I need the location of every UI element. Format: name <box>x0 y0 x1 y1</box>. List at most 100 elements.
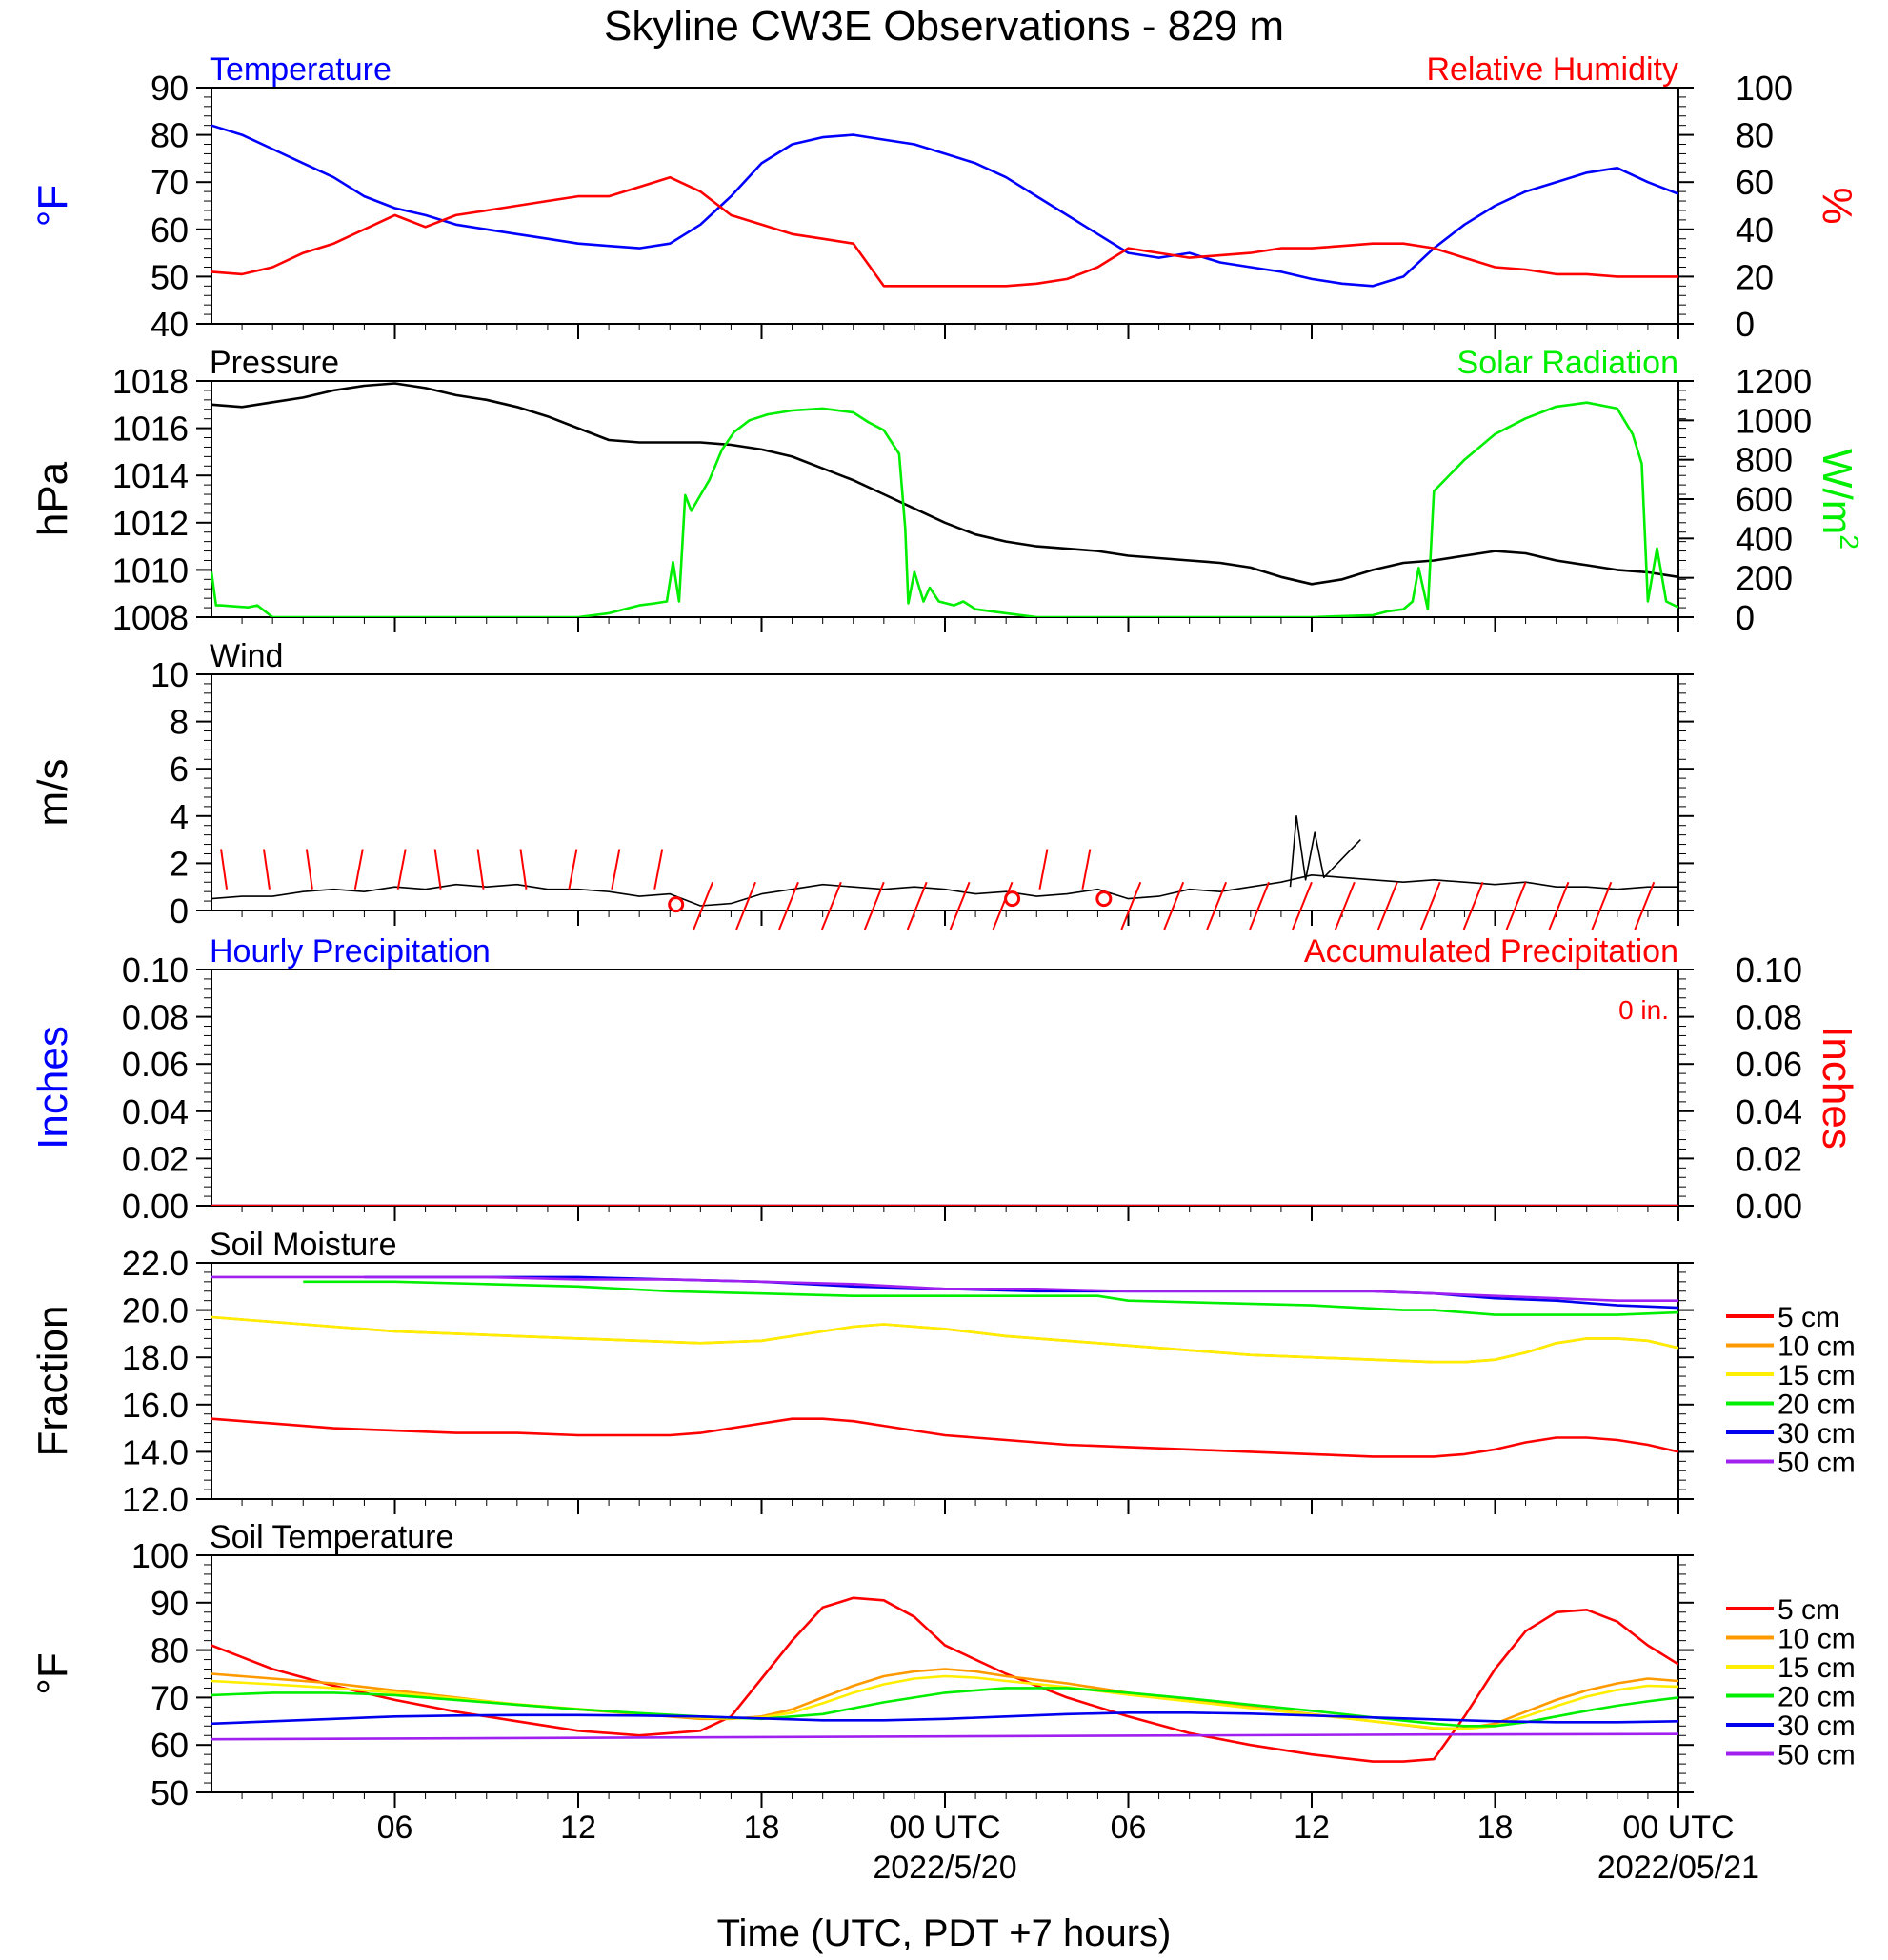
y-tick-label: 1010 <box>112 550 189 590</box>
series-line-0 <box>211 124 1678 288</box>
y-tick-label: 0.02 <box>122 1139 189 1178</box>
wind-barb <box>1419 881 1441 930</box>
y-tick-label: 70 <box>151 1678 189 1717</box>
wind-barb <box>992 881 1014 930</box>
y2-axis-label: Inches <box>1814 1026 1860 1150</box>
wind-barb <box>735 881 756 930</box>
series-line-5 <box>211 1732 1678 1741</box>
time-tick-label: 18 <box>744 1810 780 1846</box>
y-tick-label: 0 <box>170 891 189 930</box>
x-axis-label: Time (UTC, PDT +7 hours) <box>717 1912 1172 1954</box>
wind-barb <box>1334 881 1356 930</box>
y-tick-label: 20.0 <box>122 1291 189 1330</box>
y-tick-label: 50 <box>151 257 189 296</box>
wind-barb <box>476 849 485 890</box>
y2-tick-label: 600 <box>1736 480 1793 519</box>
wind-barb <box>396 849 407 890</box>
series-line-2 <box>211 1315 1678 1364</box>
legend-label: 50 cm <box>1778 1448 1856 1479</box>
time-tick-label: 18 <box>1477 1810 1514 1846</box>
plot-frame <box>211 1262 1679 1500</box>
panel-title-right: Solar Radiation <box>1457 345 1678 381</box>
series-group <box>211 382 1678 617</box>
time-tick-label: 00 UTC <box>889 1810 1000 1846</box>
panel-3: 0.00 0.02 0.04 0.06 0.08 0.10 0.00 0.02 0.04 0.06… <box>30 933 1860 1226</box>
wind-barb <box>1292 881 1313 930</box>
y-tick-label: 1014 <box>112 456 189 495</box>
panel-title-left: Wind <box>210 638 283 674</box>
series-line-1 <box>211 1315 1678 1364</box>
time-tick-label: 06 <box>1111 1810 1147 1846</box>
legend-label: 20 cm <box>1778 1682 1856 1713</box>
y2-tick-label: 0.06 <box>1736 1045 1802 1084</box>
y2-tick-label: 80 <box>1736 116 1774 155</box>
y2-tick-label: 1000 <box>1736 401 1812 440</box>
y2-tick-label: 20 <box>1736 257 1774 296</box>
y-tick-label: 6 <box>170 750 189 789</box>
calm-wind-marker <box>668 896 685 913</box>
time-axis: 06 12 18 00 UTC 2022/5/20 06 12 18 00 UTC 2022/05… <box>377 1810 1760 1886</box>
y-tick-label: 14.0 <box>122 1432 189 1471</box>
y-tick-label: 4 <box>170 797 189 836</box>
y-tick-label: 80 <box>151 116 189 155</box>
legend-label: 10 cm <box>1778 1331 1856 1363</box>
legend-label: 10 cm <box>1778 1624 1856 1655</box>
series-line-0 <box>211 1596 1678 1763</box>
series-group <box>211 124 1678 288</box>
y-axis-label: °F <box>30 1652 76 1694</box>
y-tick-label: 60 <box>151 1726 189 1765</box>
time-tick-date: 2022/5/20 <box>873 1850 1016 1886</box>
y-tick-label: 70 <box>151 163 189 202</box>
y2-tick-label: 0 <box>1736 305 1755 344</box>
wind-barb <box>820 881 842 930</box>
series-line-0 <box>211 382 1678 586</box>
y-tick-label: 60 <box>151 210 189 250</box>
y-tick-label: 22.0 <box>122 1244 189 1283</box>
y2-tick-label: 0.02 <box>1736 1139 1802 1178</box>
y-tick-label: 0.04 <box>122 1092 189 1131</box>
legend-label: 30 cm <box>1778 1418 1856 1450</box>
y-tick-label: 0.08 <box>122 998 189 1037</box>
wind-barb <box>1249 881 1270 930</box>
panel-title-left: Hourly Precipitation <box>210 933 491 970</box>
y-tick-label: 12.0 <box>122 1480 189 1519</box>
y-axis-label: hPa <box>30 461 76 536</box>
panel-title-right: Accumulated Precipitation <box>1304 933 1678 970</box>
y-tick-label: 18.0 <box>122 1338 189 1377</box>
panel-title-left: Temperature <box>210 51 392 88</box>
wind-barb <box>1038 849 1049 890</box>
y-tick-label: 2 <box>170 844 189 883</box>
y2-tick-label: 1200 <box>1736 362 1812 401</box>
wind-barb <box>1376 881 1398 930</box>
series-line-1 <box>1289 814 1361 888</box>
wind-barb <box>1548 881 1570 930</box>
plot-frame <box>211 673 1679 911</box>
panel-title-right: Relative Humidity <box>1426 51 1678 88</box>
panel-2: 0 2 4 6 8 10 Wind m/s <box>30 638 1694 930</box>
wind-barb <box>1462 881 1484 930</box>
y-axis-label: Inches <box>30 1026 76 1150</box>
wind-barb <box>1206 881 1228 930</box>
y2-tick-label: 0.10 <box>1736 950 1802 990</box>
wind-barb <box>653 849 664 890</box>
legend-label: 15 cm <box>1778 1360 1856 1391</box>
wind-barb <box>433 849 442 890</box>
series-group <box>211 1275 1678 1458</box>
y-tick-label: 1012 <box>112 504 189 543</box>
legend-label: 50 cm <box>1778 1740 1856 1771</box>
y-tick-label: 90 <box>151 69 189 108</box>
y-tick-label: 90 <box>151 1584 189 1623</box>
calm-wind-marker <box>1004 890 1021 908</box>
series-line-3 <box>303 1280 1678 1316</box>
y-tick-label: 1018 <box>112 362 189 401</box>
wind-barb <box>906 881 928 930</box>
figure-title: Skyline CW3E Observations - 829 m <box>604 3 1284 50</box>
y2-tick-label: 0 <box>1736 598 1755 637</box>
wind-barb <box>611 849 621 890</box>
wind-barb <box>1081 849 1092 890</box>
y-tick-label: 40 <box>151 305 189 344</box>
wind-barb <box>949 881 971 930</box>
legend-label: 15 cm <box>1778 1652 1856 1684</box>
series-line-5 <box>211 1275 1678 1302</box>
